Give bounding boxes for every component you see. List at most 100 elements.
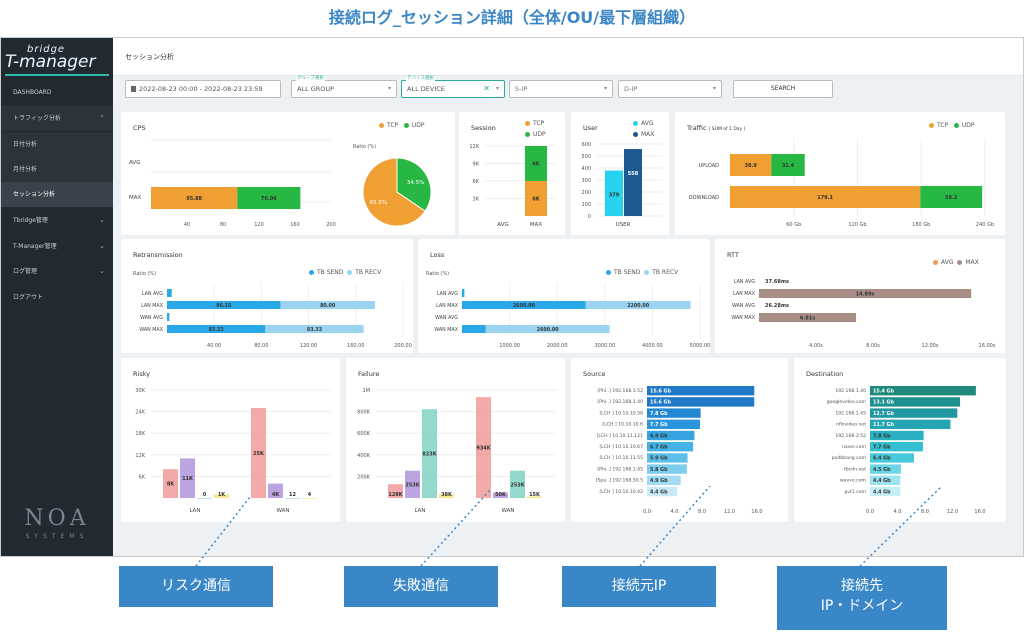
sidebar-item-label: トラフィック分析	[13, 115, 61, 122]
tb-recv-legend-dot	[644, 270, 650, 275]
retrans-title: Retransmission	[133, 251, 183, 259]
y-tick-label: 500	[581, 154, 591, 160]
loss-legend-recv: TB RECV	[652, 269, 679, 276]
x-tick-label: 12.0	[947, 509, 958, 515]
app-window: bridge T-manager DASHBOARD トラフィック分析 ⌃ 日付分析月…	[0, 37, 1024, 557]
max-legend-dot	[633, 132, 638, 137]
category-label: wavve.com	[840, 479, 867, 484]
bar-tb-send	[462, 301, 586, 309]
callout-risky: リスク通信	[119, 566, 273, 607]
sidebar-item-3[interactable]: 月付分析	[1, 157, 113, 182]
bar-lan	[163, 469, 178, 498]
y-tick-label: 600	[581, 142, 591, 148]
x-tick-label: 16.00s	[979, 343, 996, 349]
sidebar: bridge T-manager DASHBOARD トラフィック分析 ⌃ 日付分析月…	[1, 38, 113, 556]
bar-tcp	[730, 186, 921, 208]
bar-tcp	[730, 154, 772, 176]
y-tick-label: 6K	[473, 179, 480, 185]
bar-tb-send	[167, 301, 281, 309]
source-ip-input[interactable]: S-IP ▾	[509, 80, 613, 98]
bar	[870, 419, 951, 429]
y-tick-label: 200	[581, 190, 591, 196]
y-tick-label: 12K	[135, 453, 145, 459]
group-select[interactable]: グループ選択 ALL GROUP ▾	[291, 76, 397, 98]
retrans-ratio-label: Ratio (%)	[133, 271, 157, 277]
sidebar-item-7[interactable]: ログ管理 ⌄	[1, 259, 113, 284]
category-label: podbbang.com	[832, 455, 867, 461]
clear-icon[interactable]: ✕	[483, 84, 490, 93]
y-tick-label: 9K	[473, 162, 480, 168]
header-title: セッション分析	[125, 53, 174, 61]
rtt-title: RTT	[727, 251, 739, 259]
data-label: 14.89s	[856, 292, 875, 298]
bar-udp-max	[237, 187, 301, 209]
data-label: 15.6 Gb	[650, 400, 671, 406]
sidebar-item-2[interactable]: 日付分析	[1, 132, 113, 157]
tb-recv-legend-dot	[347, 270, 353, 275]
cps-legend-udp: UDP	[411, 122, 425, 129]
dest-ip-input[interactable]: D-IP ▾	[618, 80, 722, 98]
bar	[647, 419, 700, 429]
category-label: LAN MAX	[436, 303, 459, 309]
data-label: 11K	[182, 476, 194, 482]
search-button[interactable]: SEARCH	[733, 80, 833, 98]
x-tick-label: USER	[616, 222, 631, 228]
x-tick-label: 120.00	[300, 343, 318, 349]
bar-wan	[285, 497, 300, 499]
data-label: 13.1 Gb	[873, 400, 894, 406]
sidebar-item-6[interactable]: T-Manager管理 ⌄	[1, 234, 113, 259]
cps-title: CPS	[133, 124, 146, 132]
data-label: 253K	[510, 482, 525, 488]
sidebar-item-4[interactable]: セッション分析	[1, 182, 113, 207]
data-label: 4K	[272, 492, 280, 498]
cps-legend-tcp: TCP	[387, 122, 399, 129]
data-label: 4	[308, 492, 312, 498]
device-select[interactable]: デバイス選択 ALL DEVICE ✕ ▾	[401, 76, 505, 98]
data-label: 5.9 Gb	[650, 456, 668, 462]
user-legend-avg: AVG	[641, 120, 654, 127]
loss-legend: TB SEND TB RECV	[606, 269, 678, 276]
chevron-down-icon: ⌄	[99, 216, 105, 224]
sidebar-item-label: ログ管理	[13, 268, 38, 275]
brand-main: NOA	[24, 506, 90, 531]
category-label: googlevideo.com	[827, 399, 867, 405]
data-label: 95.88	[186, 196, 202, 202]
x-tick-label: 2000.00	[547, 343, 568, 349]
traffic-chart: UPLOAD 38.9 31.4 DOWNLOAD 179.1 58.2 60 Gb 120 …	[689, 138, 994, 228]
sidebar-item-0[interactable]: DASHBOARD	[1, 80, 113, 105]
session-legend-udp: UDP	[533, 131, 546, 138]
session-chart: 12K 9K 6K 3K 6K 6K AVG MAX	[469, 144, 555, 228]
data-label: 128K	[388, 492, 403, 498]
y-tick-label: 600K	[357, 431, 371, 437]
sidebar-item-8[interactable]: ログアウト	[1, 285, 113, 310]
data-label: 6.7 Gb	[650, 445, 668, 451]
source-ip-placeholder: S-IP	[515, 85, 528, 93]
retrans-card: Retransmission Ratio (%) TB SEND TB RECV…	[121, 239, 413, 353]
bar	[647, 475, 681, 485]
x-tick-label: 60 Gb	[786, 222, 801, 228]
x-tick-label: 80	[220, 222, 226, 228]
bar	[647, 386, 755, 396]
callout-destination: 接続先 IP・ドメイン	[777, 566, 947, 630]
avg-legend-dot	[933, 260, 938, 265]
bar	[870, 397, 961, 407]
udp-legend-dot	[403, 123, 409, 128]
category-label: WAN AVG	[140, 315, 163, 321]
bar-tb-send	[167, 289, 172, 297]
sidebar-item-1[interactable]: トラフィック分析 ⌃	[1, 106, 113, 131]
date-range-input[interactable]: 2022-08-23 00:00 - 2022-08-23 23:59	[125, 80, 281, 98]
calendar-icon	[131, 86, 136, 92]
bar-avg	[605, 170, 623, 216]
y-tick-label: 200K	[357, 474, 371, 480]
risky-chart: 30K 24K 18K 12K 6K 8K 11K 0 1K LAN 25K 4K 12 4 WAN	[135, 388, 331, 514]
x-tick-label: 160.00	[347, 343, 365, 349]
y-tick-label: 3K	[473, 197, 480, 203]
x-tick-label: WAN	[276, 508, 289, 514]
sidebar-item-5[interactable]: Tbridge管理 ⌄	[1, 208, 113, 233]
category-label: WAN MAX	[731, 315, 755, 321]
x-tick-label: 4.0	[894, 509, 902, 515]
x-tick-label: 120 Gb	[848, 222, 866, 228]
x-tick-label: 40	[184, 222, 190, 228]
bar-tb-recv	[265, 325, 364, 333]
rtt-legend-avg: AVG	[941, 259, 954, 266]
